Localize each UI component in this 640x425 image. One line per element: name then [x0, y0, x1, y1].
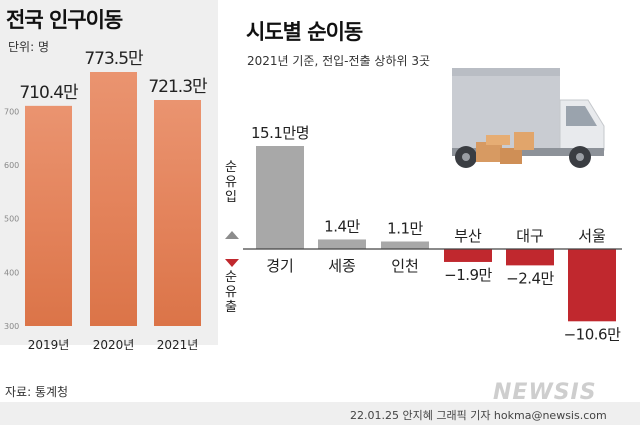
footer-bar	[0, 402, 640, 425]
newsis-watermark: NEWSIS	[493, 380, 597, 405]
region-name-label-1: 경기	[266, 257, 294, 275]
year-label-2: 2020년	[93, 338, 135, 352]
region-bar-4	[444, 249, 492, 262]
national-value-label-1: 710.4만	[19, 83, 79, 103]
outflow-triangle-icon	[225, 259, 239, 267]
y-tick-label-700: 700	[4, 107, 19, 116]
region-name-label-6: 서울	[578, 227, 606, 245]
y-tick-label-600: 600	[4, 161, 19, 170]
delivery-truck-illustration	[452, 68, 605, 168]
national-value-label-3: 721.3만	[148, 77, 208, 97]
region-bar-2	[318, 239, 366, 249]
region-bar-3	[381, 241, 429, 249]
national-bar-1	[25, 105, 72, 326]
year-label-3: 2021년	[157, 338, 199, 352]
region-value-label-5: −2.4만	[506, 269, 554, 287]
region-name-label-3: 인천	[391, 257, 419, 275]
national-bar-2	[90, 72, 137, 326]
region-value-label-3: 1.1만	[387, 219, 423, 237]
inflow-label: 순유입	[225, 160, 237, 205]
net-migration-title: 시도별 순이동	[246, 20, 363, 44]
national-chart-title: 전국 인구이동	[6, 8, 123, 32]
net-migration-subtitle: 2021년 기준, 전입-전출 상하위 3곳	[247, 54, 431, 68]
region-name-label-4: 부산	[454, 227, 482, 245]
inflow-triangle-icon	[225, 231, 239, 239]
region-bar-1	[256, 146, 304, 249]
unit-label: 단위: 명	[8, 40, 49, 54]
national-bar-3	[154, 100, 201, 327]
region-name-label-5: 대구	[516, 227, 544, 245]
outflow-label: 순유출	[225, 270, 237, 315]
region-bar-6	[568, 249, 616, 322]
year-label-1: 2019년	[28, 338, 70, 352]
source-note: 자료: 통계청	[5, 385, 69, 399]
y-tick-label-500: 500	[4, 215, 19, 224]
credit-line: 22.01.25 안지혜 그래픽 기자 hokma@newsis.com	[350, 409, 607, 422]
national-value-label-2: 773.5만	[84, 49, 144, 69]
region-value-label-2: 1.4만	[324, 217, 360, 235]
region-value-label-6: −10.6만	[564, 325, 621, 343]
region-name-label-2: 세종	[328, 257, 356, 275]
region-bar-5	[506, 249, 554, 266]
y-tick-label-400: 400	[4, 268, 19, 277]
region-value-label-4: −1.9만	[444, 266, 492, 284]
region-value-label-1: 15.1만명	[251, 124, 309, 142]
y-tick-label-300: 300	[4, 322, 19, 331]
